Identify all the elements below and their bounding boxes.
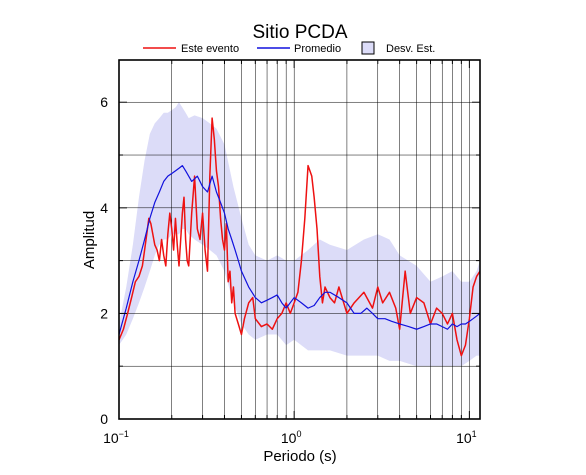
series-line-este-evento bbox=[119, 117, 480, 357]
x-tick-label: 100 bbox=[281, 429, 302, 446]
y-tick-label: 2 bbox=[100, 305, 108, 321]
legend: Este evento Promedio Desv. Est. bbox=[143, 41, 435, 55]
y-axis-label: Amplitud bbox=[81, 211, 98, 269]
y-tick-label: 6 bbox=[100, 94, 108, 110]
x-tick-label: 101 bbox=[456, 429, 477, 446]
series-layer bbox=[119, 117, 480, 357]
y-tick-labels: 0 2 4 6 bbox=[100, 94, 108, 427]
y-tick-label: 0 bbox=[100, 411, 108, 427]
legend-label-desv-est: Desv. Est. bbox=[386, 43, 435, 55]
axis-ticks bbox=[118, 60, 480, 419]
x-tick-label: 10−1 bbox=[103, 429, 129, 446]
series-line-promedio bbox=[119, 164, 480, 335]
chart-title: Sitio PCDA bbox=[252, 22, 347, 43]
grid bbox=[118, 60, 480, 419]
x-axis-label: Periodo (s) bbox=[263, 448, 336, 465]
plot-frame bbox=[118, 59, 481, 420]
legend-swatch-desv-est bbox=[361, 41, 375, 55]
y-tick-label: 4 bbox=[100, 200, 108, 216]
x-tick-labels: 10−1 100 101 bbox=[103, 429, 477, 446]
std-band bbox=[119, 102, 480, 367]
legend-label-este-evento: Este evento bbox=[181, 43, 239, 55]
std-band-layer bbox=[119, 102, 480, 367]
legend-label-promedio: Promedio bbox=[294, 43, 341, 55]
